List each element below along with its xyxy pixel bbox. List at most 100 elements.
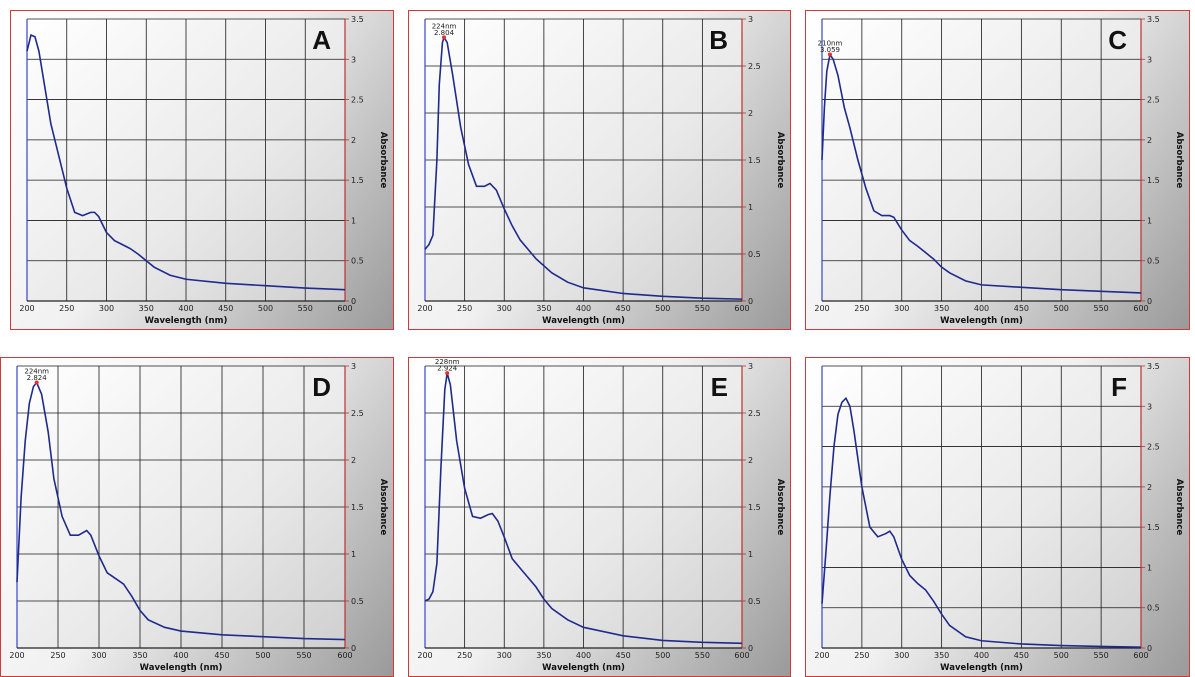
x-tick-label: 250 [457, 651, 472, 660]
y-tick-label: 1 [351, 550, 356, 559]
x-tick-label: 300 [497, 651, 512, 660]
x-tick-label: 300 [99, 304, 114, 313]
y-tick-label: 3 [748, 362, 753, 371]
y-tick-label: 2.5 [1147, 96, 1160, 105]
x-tick-label: 200 [814, 304, 829, 313]
x-tick-label: 600 [337, 651, 352, 660]
y-tick-label: 3.5 [1147, 15, 1160, 24]
peak-value-label: 2.824 [27, 374, 48, 382]
x-tick-label: 500 [1054, 651, 1069, 660]
x-tick-label: 300 [894, 304, 909, 313]
panel-letter: C [1108, 25, 1127, 55]
x-tick-label: 450 [615, 304, 630, 313]
x-tick-label: 600 [734, 304, 749, 313]
absorbance-curve [16, 380, 346, 641]
x-tick-label: 300 [894, 651, 909, 660]
x-tick-label: 400 [576, 304, 591, 313]
x-tick-label: 200 [417, 651, 432, 660]
y-tick-label: 2 [748, 456, 753, 465]
x-tick-label: 200 [814, 651, 829, 660]
x-axis-label: Wavelength (nm) [940, 663, 1023, 673]
peak-wavelength-label: 228nm [435, 358, 460, 366]
x-tick-label: 250 [59, 304, 74, 313]
y-tick-label: 0 [351, 297, 356, 306]
peak-marker [442, 35, 447, 40]
y-tick-label: 2 [1147, 136, 1152, 145]
x-tick-label: 200 [417, 304, 432, 313]
spectrum-panel-e: 200 250 300 350 400 450 500 550 600 0 0.5 1 1.5 2 2.5 3… [408, 357, 791, 677]
absorbance-curve [424, 35, 743, 300]
absorbance-curve [26, 34, 346, 291]
y-tick-label: 1 [748, 550, 753, 559]
peak-marker [827, 52, 832, 57]
x-tick-label: 350 [536, 304, 551, 313]
x-tick-label: 550 [695, 304, 710, 313]
y-tick-label: 1 [748, 203, 753, 212]
x-tick-label: 350 [536, 651, 551, 660]
x-tick-label: 350 [934, 651, 949, 660]
x-tick-label: 300 [497, 304, 512, 313]
y-tick-label: 2 [351, 456, 356, 465]
x-tick-label: 550 [695, 651, 710, 660]
peak-value-label: 2.804 [434, 29, 455, 37]
y-tick-label: 1 [1147, 216, 1152, 225]
y-tick-label: 0 [748, 644, 753, 653]
peak-wavelength-label: 224nm [432, 22, 457, 30]
y-tick-label: 3 [351, 55, 356, 64]
peak-wavelength-label: 210nm [818, 40, 843, 48]
absorbance-curve [821, 52, 1142, 294]
x-tick-label: 600 [337, 304, 352, 313]
x-tick-label: 550 [298, 304, 313, 313]
y-tick-label: 3.5 [1147, 362, 1160, 371]
y-tick-label: 2 [351, 136, 356, 145]
x-tick-label: 500 [255, 651, 270, 660]
y-tick-label: 0.5 [748, 250, 761, 259]
x-tick-label: 450 [218, 304, 233, 313]
y-axis-label: Absorbance [378, 132, 388, 189]
y-axis-label: Absorbance [775, 479, 785, 536]
x-tick-label: 500 [1054, 304, 1069, 313]
peak-wavelength-label: 224nm [24, 368, 49, 376]
x-tick-label: 600 [734, 651, 749, 660]
y-tick-label: 3 [748, 15, 753, 24]
x-tick-label: 250 [854, 304, 869, 313]
y-tick-label: 1 [351, 216, 356, 225]
y-axis-label: Absorbance [1174, 132, 1184, 189]
y-tick-label: 0 [351, 644, 356, 653]
y-tick-label: 0.5 [1147, 604, 1160, 613]
spectrum-panel-b: 200 250 300 350 400 450 500 550 600 0 0.5 1 1.5 2 2.5 3… [408, 10, 791, 330]
x-tick-label: 550 [296, 651, 311, 660]
y-tick-label: 1.5 [351, 503, 364, 512]
x-tick-label: 500 [655, 304, 670, 313]
x-tick-label: 500 [655, 651, 670, 660]
x-tick-label: 400 [974, 651, 989, 660]
y-tick-label: 0.5 [748, 597, 761, 606]
x-tick-label: 600 [1133, 651, 1148, 660]
y-tick-label: 1.5 [1147, 176, 1160, 185]
x-tick-label: 600 [1133, 304, 1148, 313]
y-tick-label: 1.5 [1147, 523, 1160, 532]
panel-letter: D [312, 372, 331, 402]
y-tick-label: 0 [748, 297, 753, 306]
y-axis-label: Absorbance [775, 132, 785, 189]
x-tick-label: 350 [934, 304, 949, 313]
x-tick-label: 200 [9, 651, 24, 660]
panel-letter: B [709, 25, 728, 55]
y-tick-label: 1.5 [351, 176, 364, 185]
x-axis-label: Wavelength (nm) [542, 663, 625, 673]
peak-marker [445, 371, 450, 376]
panel-letter: F [1111, 372, 1127, 402]
y-tick-label: 2.5 [748, 62, 761, 71]
x-axis-label: Wavelength (nm) [542, 316, 625, 326]
peak-value-label: 3.059 [820, 46, 840, 54]
y-tick-label: 2.5 [1147, 443, 1160, 452]
spectrum-panel-d: 200 250 300 350 400 450 500 550 600 0 0.5 1 1.5 2 2.5 3… [0, 357, 394, 677]
panel-letter: A [312, 25, 331, 55]
spectrum-panel-a: 200 250 300 350 400 450 500 550 600 0 0.5 1 1.5 2 2.5 3… [10, 10, 394, 330]
y-tick-label: 2.5 [351, 409, 364, 418]
x-tick-label: 350 [139, 304, 154, 313]
